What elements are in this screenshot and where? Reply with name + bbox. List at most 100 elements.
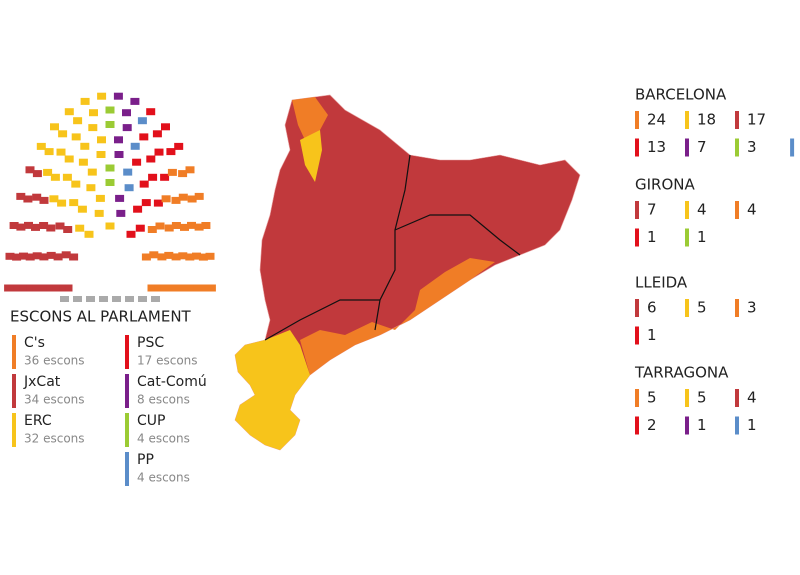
region-yellow (300, 130, 322, 182)
seat-swatch (685, 416, 689, 435)
seat (86, 184, 96, 192)
seat-swatch (635, 299, 639, 317)
legend-swatch (125, 413, 129, 447)
province-name: BARCELONA (635, 86, 727, 104)
empty-seat (151, 296, 160, 302)
party-name: PP (137, 452, 154, 468)
seat-swatch (790, 138, 795, 157)
seat (49, 195, 59, 203)
seat-swatch (685, 111, 689, 129)
seat (146, 108, 156, 116)
seat (171, 253, 181, 261)
seat-count: 2 (647, 416, 657, 434)
seat-count: 24 (647, 111, 666, 129)
seat (50, 123, 59, 131)
legend-title: ESCONS AL PARLAMENT (10, 308, 192, 326)
seat-swatch (635, 228, 639, 247)
seat (105, 106, 115, 114)
seat (194, 192, 204, 200)
party-name: PSC (137, 335, 164, 351)
province-name: GIRONA (635, 176, 695, 194)
seat (187, 221, 196, 229)
seat (174, 142, 184, 150)
seat (25, 253, 35, 261)
seat (201, 222, 211, 229)
seat (63, 284, 73, 292)
empty-seat (138, 296, 147, 302)
seat (43, 284, 53, 292)
seat-swatch (685, 228, 689, 247)
seat (206, 284, 216, 292)
party-seats: 8 escons (137, 393, 190, 407)
seat-swatch (735, 201, 739, 219)
seat (62, 173, 72, 181)
party-name: CUP (137, 413, 165, 429)
seat (32, 170, 42, 178)
seat (25, 166, 35, 174)
seat (19, 252, 28, 260)
region-yellow (235, 330, 310, 450)
seat (141, 253, 151, 261)
seat (171, 196, 181, 204)
seat (155, 222, 165, 230)
seat (147, 284, 157, 292)
seat (133, 205, 143, 213)
party-name: ERC (24, 413, 52, 429)
seat-swatch (685, 201, 689, 219)
seat-swatch (635, 416, 639, 435)
party-seats (36, 92, 115, 238)
seat (115, 194, 125, 202)
seat (87, 168, 97, 176)
empty-seat (112, 296, 121, 302)
seat (78, 158, 88, 166)
seat (124, 184, 134, 192)
seat-count: 3 (747, 299, 757, 317)
seat (164, 224, 174, 232)
seat (80, 97, 90, 105)
seat (44, 148, 54, 156)
seat (58, 130, 68, 138)
seat (50, 173, 60, 181)
seat-count: 1 (697, 416, 707, 434)
seat (24, 221, 33, 229)
seat (180, 284, 190, 292)
seat-swatch (735, 416, 739, 435)
seat (31, 223, 40, 231)
seat (69, 253, 79, 261)
seat (23, 284, 33, 292)
empty-seat (60, 296, 69, 302)
seat (135, 224, 145, 232)
seat-count: 4 (747, 201, 757, 219)
seat (122, 124, 132, 132)
seat (84, 230, 94, 238)
seat (114, 136, 123, 144)
seat (56, 148, 66, 156)
seat (63, 226, 73, 233)
seat (105, 164, 115, 172)
seat (105, 222, 115, 230)
party-seats: 36 escons (24, 354, 85, 368)
seat (105, 179, 115, 186)
seat (16, 223, 26, 231)
province-results: BARCELONA24181713733GIRONA74411LLEIDA653… (634, 86, 795, 435)
seat-count: 3 (747, 138, 757, 156)
seat (116, 209, 126, 217)
seat (130, 97, 140, 105)
seat (185, 166, 195, 174)
seat (161, 195, 171, 203)
seat (178, 252, 188, 260)
legend-swatch (12, 374, 16, 408)
seat (187, 284, 197, 292)
seat-swatch (735, 111, 739, 129)
party-seats: 4 escons (137, 432, 190, 446)
party-seats (123, 117, 147, 192)
seat (80, 142, 90, 150)
party-seats (4, 166, 79, 292)
seat (161, 123, 170, 131)
seat (57, 199, 67, 207)
seat-swatch (735, 389, 739, 407)
seat (71, 180, 81, 188)
seat (5, 252, 15, 260)
legend-swatch (12, 413, 16, 447)
